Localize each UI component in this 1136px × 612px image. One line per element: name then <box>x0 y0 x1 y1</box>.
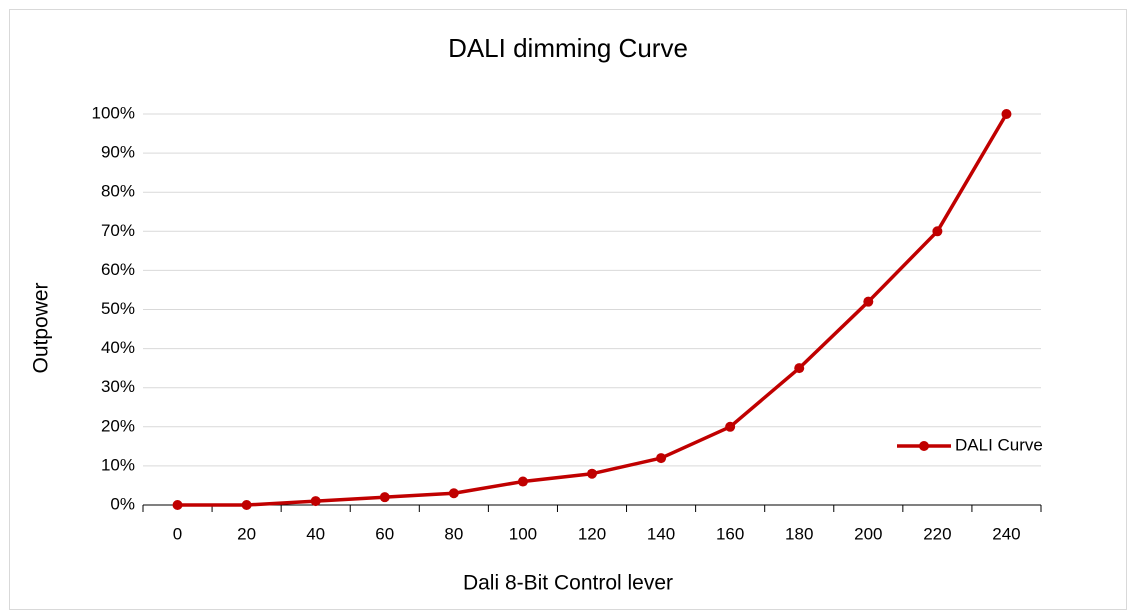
x-tick-label: 40 <box>306 524 325 543</box>
x-tick-label: 240 <box>992 524 1020 543</box>
x-tick-label: 220 <box>923 524 951 543</box>
point <box>517 476 528 487</box>
y-axis-label: Outpower <box>30 282 53 373</box>
point <box>587 468 597 479</box>
x-tick-label: 20 <box>237 524 256 543</box>
y-tick-label: 40% <box>101 338 135 357</box>
y-tick-label: 80% <box>101 182 135 201</box>
y-tick-label: 30% <box>101 377 135 396</box>
x-tick-label: 100 <box>509 524 537 543</box>
y-tick-label: 50% <box>101 299 135 318</box>
y-tick-label: 70% <box>101 221 135 240</box>
y-tick-label: 60% <box>101 260 135 279</box>
point <box>656 453 667 464</box>
x-tick-label: 0 <box>173 524 182 543</box>
x-tick-label: 60 <box>375 524 394 543</box>
x-tick-label: 80 <box>444 524 463 543</box>
y-tick-label: 20% <box>101 416 135 435</box>
y-tick-label: 90% <box>101 143 135 162</box>
x-tick-label: 200 <box>854 524 882 543</box>
point <box>932 226 943 237</box>
y-tick-label: 0% <box>110 494 135 513</box>
point <box>172 500 183 510</box>
point <box>794 363 805 374</box>
x-tick-label: 120 <box>578 524 606 543</box>
point <box>241 500 252 510</box>
point <box>863 296 874 307</box>
x-tick-label: 180 <box>785 524 813 543</box>
x-tick-label: 160 <box>716 524 744 543</box>
y-tick-label: 10% <box>101 455 135 474</box>
x-axis-label: Dali 8-Bit Control lever <box>463 572 673 595</box>
x-tick-label: 140 <box>647 524 675 543</box>
point <box>310 496 321 507</box>
point <box>725 421 736 432</box>
point <box>448 488 459 499</box>
legend-marker <box>919 441 929 451</box>
legend-label: DALI Curve <box>955 435 1043 454</box>
point <box>1001 109 1012 119</box>
y-tick-label: 100% <box>92 103 135 122</box>
point <box>379 492 390 503</box>
chart-title: DALI dimming Curve <box>448 33 688 63</box>
